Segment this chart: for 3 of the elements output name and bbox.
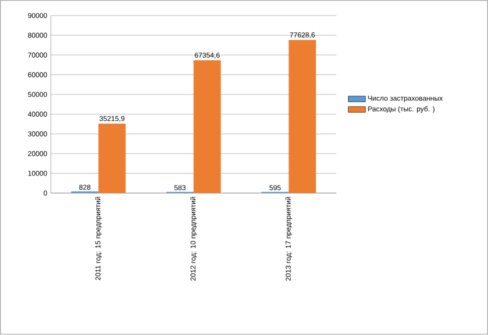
bar	[288, 40, 316, 194]
bar	[194, 60, 221, 194]
bar	[98, 124, 126, 194]
